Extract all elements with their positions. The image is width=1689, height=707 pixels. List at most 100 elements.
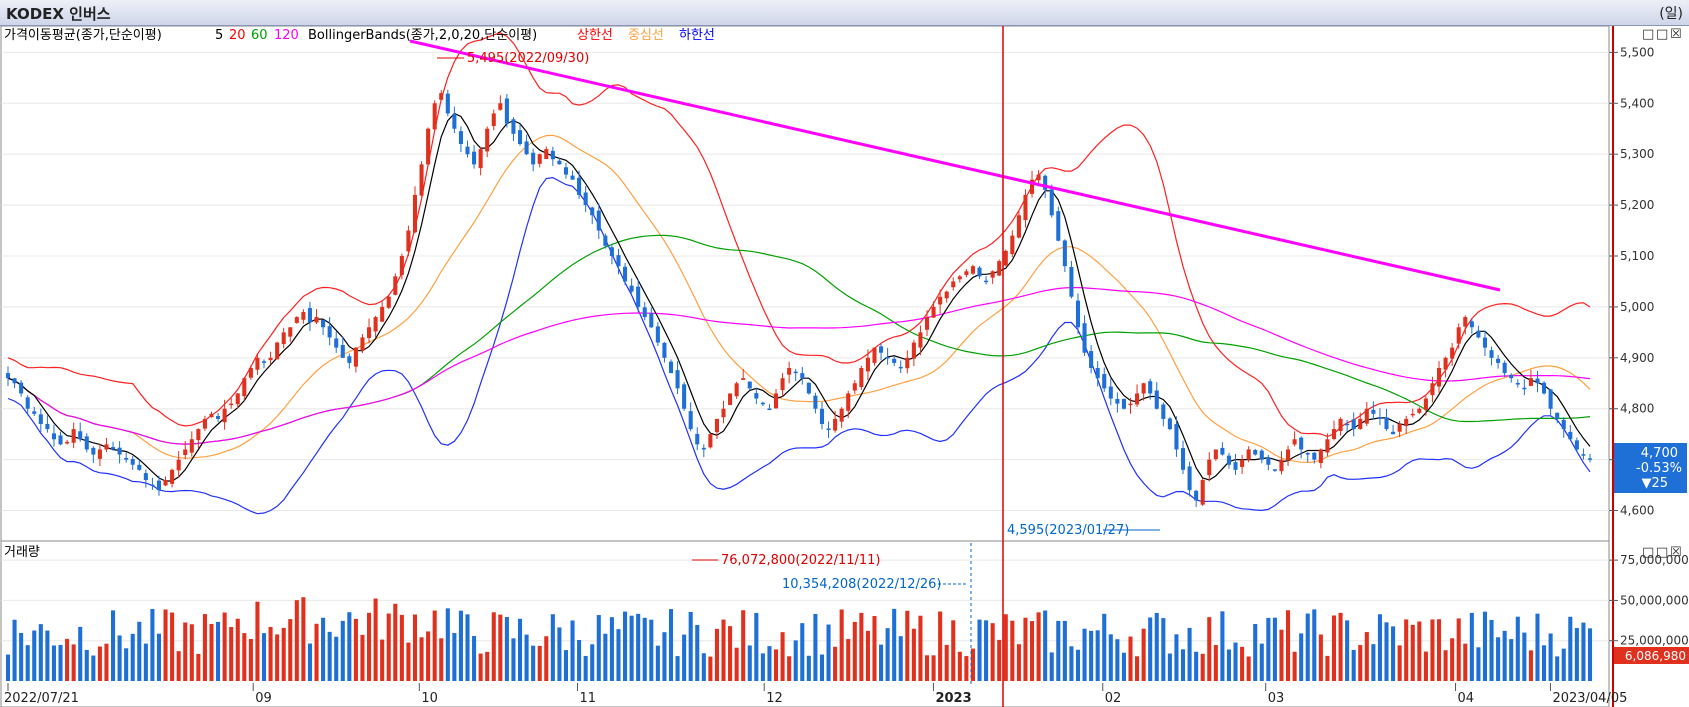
volume-bar	[1417, 621, 1422, 681]
candle-body	[301, 312, 306, 320]
volume-bar	[373, 598, 378, 681]
volume-bar	[1161, 618, 1166, 681]
volume-title[interactable]: 거래량	[4, 545, 40, 560]
candle-body	[1535, 378, 1540, 384]
candle-body	[406, 230, 411, 252]
candle-body	[590, 207, 595, 216]
candle-body	[859, 368, 864, 387]
candle-body	[780, 378, 785, 391]
candle-body	[1233, 462, 1238, 470]
volume-bar	[465, 614, 470, 681]
candle-body	[176, 459, 181, 471]
volume-bar	[347, 612, 352, 681]
volume-bar	[32, 630, 37, 681]
high-annotation: 5,495(2022/09/30)	[467, 51, 589, 66]
volume-bar	[1089, 630, 1094, 681]
volume-bar	[1226, 649, 1231, 681]
candle-body	[1069, 266, 1074, 297]
candle-body	[1167, 418, 1172, 430]
bollinger-legend-label[interactable]: BollingerBands(종가,2,0,20,단순이평)	[308, 28, 537, 43]
volume-bar	[1213, 645, 1218, 681]
volume-axis: 25,000,000 50,000,000 75,000,000	[1609, 553, 1689, 648]
candle-body	[1482, 337, 1488, 348]
candle-body	[1220, 447, 1225, 455]
candle-body	[1062, 240, 1067, 267]
candle-body	[1266, 457, 1271, 465]
candle-body	[19, 382, 24, 394]
candle-body	[695, 433, 700, 445]
candle-body	[229, 403, 234, 406]
candle-body	[800, 373, 805, 379]
candle-body	[380, 306, 385, 322]
volume-bar	[1377, 614, 1382, 681]
volume-bar	[1259, 643, 1264, 681]
volume-bar	[819, 654, 825, 681]
volume-bar	[1469, 612, 1474, 681]
volume-minimize-button[interactable]: □	[1642, 545, 1654, 560]
volume-bar	[334, 636, 339, 681]
candle-body	[124, 458, 129, 460]
volume-bar	[662, 632, 667, 681]
bb-mid-line	[7, 134, 1591, 464]
volume-bar	[65, 638, 70, 681]
candle-body	[977, 267, 982, 277]
volume-bar	[38, 624, 43, 681]
volume-bar	[806, 655, 811, 681]
candlesticks	[5, 89, 1593, 508]
volume-bar	[1410, 624, 1415, 681]
candle-body	[1496, 358, 1501, 363]
period-unit-label[interactable]: (일)	[1659, 6, 1683, 22]
volume-bar	[170, 612, 175, 681]
volume-bar	[412, 614, 418, 681]
candle-body	[577, 177, 582, 195]
candle-body	[793, 371, 798, 374]
volume-bar	[386, 613, 391, 681]
volume-bar	[517, 618, 523, 681]
volume-close-button[interactable]: ☒	[1670, 545, 1682, 560]
candle-body	[964, 271, 969, 275]
candle-body	[1574, 440, 1579, 450]
bb-lower-line	[7, 176, 1591, 515]
volume-bar	[97, 646, 102, 681]
volume-bar	[1404, 619, 1409, 681]
volume-bar	[321, 617, 326, 681]
volume-bar	[563, 650, 569, 681]
ma-legend-label[interactable]: 가격이동평균(종가,단순이평)	[4, 28, 162, 43]
volume-bar	[734, 647, 739, 681]
candle-body	[688, 411, 693, 430]
volume-maximize-button[interactable]: □	[1656, 545, 1668, 560]
volume-bar	[202, 614, 207, 681]
candle-body	[1095, 368, 1100, 379]
candle-body	[1561, 419, 1566, 430]
price-tick-label: 5,500	[1620, 45, 1654, 59]
volume-bar	[557, 627, 562, 681]
candle-body	[1029, 179, 1035, 194]
volume-bar	[1299, 633, 1304, 681]
candle-body	[1404, 418, 1409, 426]
candle-body	[1515, 382, 1520, 385]
candle-body	[990, 271, 995, 278]
bb-upper-line	[7, 32, 1591, 438]
volume-bar	[682, 634, 687, 681]
candle-body	[255, 357, 260, 370]
candle-body	[1010, 235, 1015, 255]
volume-bar	[859, 612, 864, 681]
volume-bar	[754, 612, 759, 681]
candle-body	[1272, 469, 1277, 471]
volume-bar	[19, 632, 24, 681]
panel-close-button[interactable]: ☒	[1670, 27, 1682, 42]
trendline[interactable]	[409, 39, 1501, 292]
candle-body	[557, 160, 562, 165]
ma-period-5: 5	[215, 28, 223, 43]
panel-minimize-button[interactable]: □	[1642, 27, 1654, 42]
volume-bar	[1423, 651, 1428, 681]
candle-body	[1450, 347, 1455, 359]
candle-body	[498, 103, 503, 110]
candle-body	[813, 395, 818, 409]
candle-body	[741, 378, 746, 380]
candle-body	[137, 464, 142, 470]
candle-body	[1397, 424, 1402, 432]
panel-maximize-button[interactable]: □	[1656, 27, 1668, 42]
volume-bar	[216, 621, 221, 681]
volume-bar	[951, 620, 956, 681]
